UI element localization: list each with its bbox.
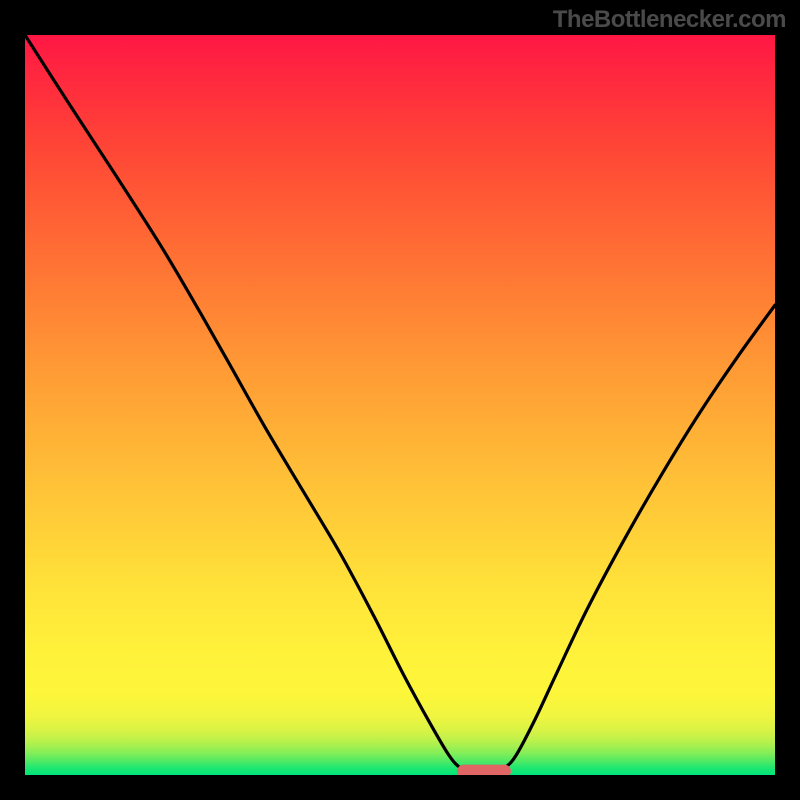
plot-background — [25, 35, 775, 775]
plot-svg — [25, 35, 775, 775]
watermark-text: TheBottlenecker.com — [553, 6, 786, 34]
optimum-marker — [457, 765, 511, 775]
chart-frame: TheBottlenecker.com — [0, 0, 800, 800]
plot-area — [25, 35, 775, 775]
